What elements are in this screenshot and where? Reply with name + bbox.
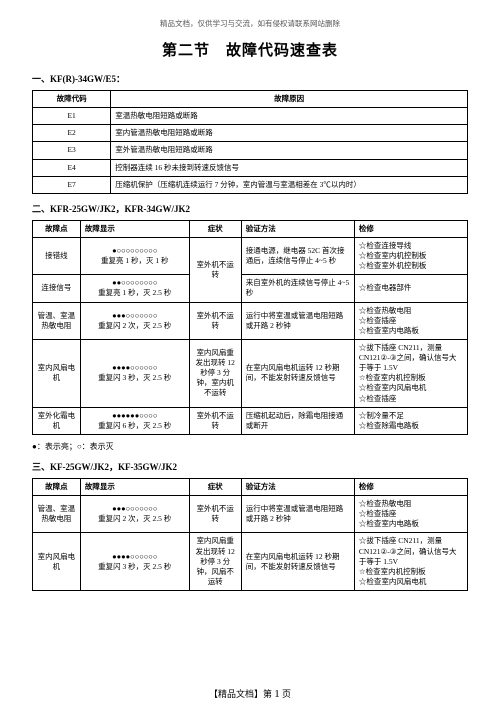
table-row: E3室外管温热敏电阻短路或断路 — [33, 142, 468, 159]
disp-text: 重复闪 3 秒，灭 2.5 秒 — [98, 562, 171, 571]
t2-col-point: 故障点 — [33, 220, 81, 237]
cell-cause: 室内管温热敏电阻短路或断路 — [111, 125, 468, 142]
cell-point: 连接信号 — [33, 275, 81, 302]
led-dots: ●●○○○○○○○○ — [112, 278, 157, 287]
t3-col-symp: 症状 — [189, 478, 241, 495]
t2-col-verify: 验证方法 — [241, 220, 354, 237]
cell-symp: 室内风扇重发出现转 12 秒停 3 分钟，风扇不运转 — [189, 533, 241, 591]
t3-col-repair: 检修 — [354, 478, 467, 495]
cell-code: E1 — [33, 108, 111, 125]
t3-col-point: 故障点 — [33, 478, 81, 495]
t2-col-disp: 故障显示 — [80, 220, 189, 237]
cell-repair: ☆制冷量不足☆检查除霜电路板 — [354, 407, 467, 434]
footer-page-number: 1 — [274, 688, 280, 700]
cell-point: 管温、室温热敏电阻 — [33, 302, 81, 339]
cell-cause: 压缩机保护（压缩机连续运行 7 分钟，室内管温与室温相差在 3℃以内时） — [111, 176, 468, 193]
disp-text: 重复亮 1 秒，灭 2.5 秒 — [98, 288, 171, 297]
disp-text: 重复闪 2 次，灭 2.5 秒 — [98, 514, 171, 523]
cell-symp: 室外机不运转 — [189, 496, 241, 533]
led-dots: ●●●●●●○○○○ — [112, 411, 157, 420]
cell-code: E3 — [33, 142, 111, 159]
cell-disp: ●●●○○○○○○○ 重复闪 2 次，灭 2.5 秒 — [80, 496, 189, 533]
cell-repair: ☆拔下插座 CN211，测量 CN121②-③之间，确认信号大于等于 1.5V☆… — [354, 533, 467, 591]
cell-cause: 控制器连续 16 秒未接到转速反馈信号 — [111, 159, 468, 176]
table-row: 连接信号 ●●○○○○○○○○ 重复亮 1 秒，灭 2.5 秒 来自室外机的连续… — [33, 275, 468, 302]
table-row: E4控制器连续 16 秒未接到转速反馈信号 — [33, 159, 468, 176]
cell-cause: 室温热敏电阻短路或断路 — [111, 108, 468, 125]
led-dots: ●●●○○○○○○○ — [112, 311, 157, 320]
disp-text: 重复闪 2 次，灭 2.5 秒 — [98, 321, 171, 330]
disp-text: 重复亮 1 秒，灭 1 秒 — [101, 256, 169, 265]
disp-text: 重复闪 3 秒，灭 2.5 秒 — [98, 373, 171, 382]
cell-code: E2 — [33, 125, 111, 142]
cell-repair: ☆检查电器部件 — [354, 275, 467, 302]
cell-symp: 室外机不运转 — [189, 237, 241, 302]
table-section3: 故障点 故障显示 症状 验证方法 检修 管温、室温热敏电阻 ●●●○○○○○○○… — [32, 478, 468, 591]
cell-symp: 室内风扇重发出现转 12 秒停 3 分钟，室内机不运转 — [189, 339, 241, 407]
cell-disp: ●●●○○○○○○○ 重复闪 2 次，灭 2.5 秒 — [80, 302, 189, 339]
table-row: 室内风扇电机 ●●●●○○○○○○ 重复闪 3 秒，灭 2.5 秒 室内风扇重发… — [33, 533, 468, 591]
cell-point: 室外化霜电机 — [33, 407, 81, 434]
t3-col-verify: 验证方法 — [241, 478, 354, 495]
section1-heading: 一、KF(R)-34GW/E5： — [32, 72, 468, 85]
section2-heading: 二、KFR-25GW/JK2，KFR-34GW/JK2 — [32, 202, 468, 215]
footer-suffix: 页 — [282, 689, 291, 699]
cell-point: 接错线 — [33, 237, 81, 274]
table-section1: 故障代码 故障原因 E1室温热敏电阻短路或断路 E2室内管温热敏电阻短路或断路 … — [32, 90, 468, 194]
cell-verify: 在室内风扇电机运转 12 秒期间，不能发射转速反馈信号 — [241, 533, 354, 591]
cell-point: 室内风扇电机 — [33, 533, 81, 591]
cell-code: E7 — [33, 176, 111, 193]
disp-text: 重复闪 6 秒，灭 2.5 秒 — [98, 421, 171, 430]
table-row: 管温、室温热敏电阻 ●●●○○○○○○○ 重复闪 2 次，灭 2.5 秒 室外机… — [33, 302, 468, 339]
table-row: 室外化霜电机 ●●●●●●○○○○ 重复闪 6 秒，灭 2.5 秒 室外机不运转… — [33, 407, 468, 434]
cell-repair: ☆检查热敏电阻☆检查插座☆检查室内电路板 — [354, 302, 467, 339]
cell-verify: 接通电源，继电器 52C 首次接通后，连续信号停止 4~5 秒 — [241, 237, 354, 274]
cell-verify: 运行中将室温或管温电阻短路或开路 2 秒钟 — [241, 496, 354, 533]
cell-verify: 在室内风扇电机运转 12 秒期间，不能发射转速反馈信号 — [241, 339, 354, 407]
cell-code: E4 — [33, 159, 111, 176]
t3-col-disp: 故障显示 — [80, 478, 189, 495]
table-row: E2室内管温热敏电阻短路或断路 — [33, 125, 468, 142]
table-row: E1室温热敏电阻短路或断路 — [33, 108, 468, 125]
table-row: 室内风扇电机 ●●●●○○○○○○ 重复闪 3 秒，灭 2.5 秒 室内风扇重发… — [33, 339, 468, 407]
led-dots: ●○○○○○○○○○ — [112, 246, 157, 255]
page-title: 第二节 故障代码速查表 — [32, 39, 468, 60]
table-row: 管温、室温热敏电阻 ●●●○○○○○○○ 重复闪 2 次，灭 2.5 秒 室外机… — [33, 496, 468, 533]
cell-disp: ●○○○○○○○○○ 重复亮 1 秒，灭 1 秒 — [80, 237, 189, 274]
cell-disp: ●●●●●●○○○○ 重复闪 6 秒，灭 2.5 秒 — [80, 407, 189, 434]
cell-verify: 来自室外机的连续信号停止 4~5 秒 — [241, 275, 354, 302]
table-section2: 故障点 故障显示 症状 验证方法 检修 接错线 ●○○○○○○○○○ 重复亮 1… — [32, 220, 468, 435]
led-dots: ●●●●○○○○○○ — [112, 552, 157, 561]
cell-repair: ☆检查热敏电阻☆检查插座☆检查室内电路板 — [354, 496, 467, 533]
header-note: 精品文档，仅供学习与交流，如有侵权请联系网站删除 — [32, 18, 468, 29]
cell-repair: ☆检查连接导线☆检查室内机控制板☆检查室外机控制板 — [354, 237, 467, 274]
led-dots: ●●●○○○○○○○ — [112, 504, 157, 513]
cell-cause: 室外管温热敏电阻短路或断路 — [111, 142, 468, 159]
cell-symp: 室外机不运转 — [189, 302, 241, 339]
cell-disp: ●●●●○○○○○○ 重复闪 3 秒，灭 2.5 秒 — [80, 339, 189, 407]
legend: ●：表示亮；○：表示灭 — [32, 441, 468, 452]
section3-heading: 三、KF-25GW/JK2，KF-35GW/JK2 — [32, 460, 468, 473]
cell-point: 室内风扇电机 — [33, 339, 81, 407]
t1-col-cause: 故障原因 — [111, 91, 468, 108]
footer: 【精品文档】第 1 页 — [0, 687, 500, 700]
cell-verify: 运行中将室温或管温电阻短路或开路 2 秒钟 — [241, 302, 354, 339]
led-dots: ●●●●○○○○○○ — [112, 363, 157, 372]
cell-point: 管温、室温热敏电阻 — [33, 496, 81, 533]
table-row: E7压缩机保护（压缩机连续运行 7 分钟，室内管温与室温相差在 3℃以内时） — [33, 176, 468, 193]
cell-verify: 压缩机起动后，除霜电阻接通或断开 — [241, 407, 354, 434]
t2-col-symp: 症状 — [189, 220, 241, 237]
t1-col-code: 故障代码 — [33, 91, 111, 108]
t2-col-repair: 检修 — [354, 220, 467, 237]
cell-repair: ☆拔下插座 CN211，测量 CN121②-③之间，确认信号大于等于 1.5V☆… — [354, 339, 467, 407]
cell-disp: ●●○○○○○○○○ 重复亮 1 秒，灭 2.5 秒 — [80, 275, 189, 302]
cell-symp: 室外机不运转 — [189, 407, 241, 434]
cell-disp: ●●●●○○○○○○ 重复闪 3 秒，灭 2.5 秒 — [80, 533, 189, 591]
table-row: 接错线 ●○○○○○○○○○ 重复亮 1 秒，灭 1 秒 室外机不运转 接通电源… — [33, 237, 468, 274]
footer-prefix: 【精品文档】第 — [209, 689, 272, 699]
